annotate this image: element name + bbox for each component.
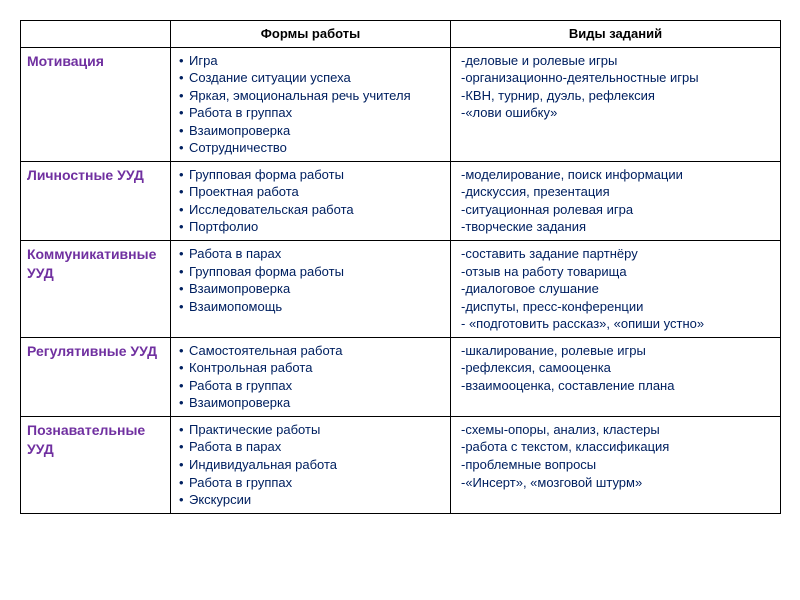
forms-item: Взаимопроверка (191, 122, 444, 140)
forms-item: Самостоятельная работа (191, 342, 444, 360)
forms-item: Создание ситуации успеха (191, 69, 444, 87)
forms-item: Взаимопроверка (191, 280, 444, 298)
forms-item: Практические работы (191, 421, 444, 439)
forms-item: Исследовательская работа (191, 201, 444, 219)
forms-item: Работа в группах (191, 104, 444, 122)
tasks-item: -КВН, турнир, дуэль, рефлексия (457, 87, 774, 105)
forms-item: Групповая форма работы (191, 263, 444, 281)
forms-item: Портфолио (191, 218, 444, 236)
forms-item: Игра (191, 52, 444, 70)
tasks-item: -диспуты, пресс-конференции (457, 298, 774, 316)
table-row: Коммуникативные УУДРабота в парахГруппов… (21, 241, 781, 338)
tasks-item: -«Инсерт», «мозговой штурм» (457, 474, 774, 492)
tasks-item: -составить задание партнёру (457, 245, 774, 263)
forms-cell: Самостоятельная работаКонтрольная работа… (171, 337, 451, 416)
tasks-item: -«лови ошибку» (457, 104, 774, 122)
tasks-item: -ситуационная ролевая игра (457, 201, 774, 219)
tasks-cell: -деловые и ролевые игры-организационно-д… (451, 47, 781, 161)
forms-item: Работа в парах (191, 438, 444, 456)
tasks-cell: -моделирование, поиск информации-дискусс… (451, 161, 781, 240)
tasks-item: -проблемные вопросы (457, 456, 774, 474)
category-cell: Регулятивные УУД (21, 337, 171, 416)
forms-item: Яркая, эмоциональная речь учителя (191, 87, 444, 105)
forms-item: Групповая форма работы (191, 166, 444, 184)
tasks-cell: -шкалирование, ролевые игры-рефлексия, с… (451, 337, 781, 416)
category-cell: Коммуникативные УУД (21, 241, 171, 338)
forms-item: Работа в группах (191, 377, 444, 395)
tasks-cell: -составить задание партнёру-отзыв на раб… (451, 241, 781, 338)
tasks-item: -организационно-деятельностные игры (457, 69, 774, 87)
table-row: Познавательные УУДПрактические работыРаб… (21, 416, 781, 513)
forms-item: Работа в группах (191, 474, 444, 492)
tasks-item: -рефлексия, самооценка (457, 359, 774, 377)
table-row: Регулятивные УУДСамостоятельная работаКо… (21, 337, 781, 416)
tasks-item: -взаимооценка, составление плана (457, 377, 774, 395)
category-cell: Личностные УУД (21, 161, 171, 240)
table-row: Личностные УУДГрупповая форма работыПрое… (21, 161, 781, 240)
tasks-item: -шкалирование, ролевые игры (457, 342, 774, 360)
forms-item: Взаимопроверка (191, 394, 444, 412)
forms-item: Работа в парах (191, 245, 444, 263)
forms-cell: Практические работыРабота в парахИндивид… (171, 416, 451, 513)
header-forms: Формы работы (171, 21, 451, 48)
forms-item: Индивидуальная работа (191, 456, 444, 474)
forms-item: Контрольная работа (191, 359, 444, 377)
forms-item: Взаимопомощь (191, 298, 444, 316)
tasks-item: -дискуссия, презентация (457, 183, 774, 201)
tasks-cell: -схемы-опоры, анализ, кластеры-работа с … (451, 416, 781, 513)
header-cat (21, 21, 171, 48)
tasks-item: -схемы-опоры, анализ, кластеры (457, 421, 774, 439)
header-row: Формы работы Виды заданий (21, 21, 781, 48)
uud-table: Формы работы Виды заданий МотивацияИграС… (20, 20, 781, 514)
header-tasks: Виды заданий (451, 21, 781, 48)
tasks-item: - «подготовить рассказ», «опиши устно» (457, 315, 774, 333)
forms-item: Сотрудничество (191, 139, 444, 157)
tasks-item: -творческие задания (457, 218, 774, 236)
forms-cell: Групповая форма работыПроектная работаИс… (171, 161, 451, 240)
category-cell: Мотивация (21, 47, 171, 161)
forms-item: Экскурсии (191, 491, 444, 509)
category-cell: Познавательные УУД (21, 416, 171, 513)
table-row: МотивацияИграСоздание ситуации успехаЯрк… (21, 47, 781, 161)
tasks-item: -диалоговое слушание (457, 280, 774, 298)
tasks-item: -деловые и ролевые игры (457, 52, 774, 70)
forms-cell: Работа в парахГрупповая форма работыВзаи… (171, 241, 451, 338)
tasks-item: -отзыв на работу товарища (457, 263, 774, 281)
tasks-item: -моделирование, поиск информации (457, 166, 774, 184)
forms-item: Проектная работа (191, 183, 444, 201)
forms-cell: ИграСоздание ситуации успехаЯркая, эмоци… (171, 47, 451, 161)
tasks-item: -работа с текстом, классификация (457, 438, 774, 456)
